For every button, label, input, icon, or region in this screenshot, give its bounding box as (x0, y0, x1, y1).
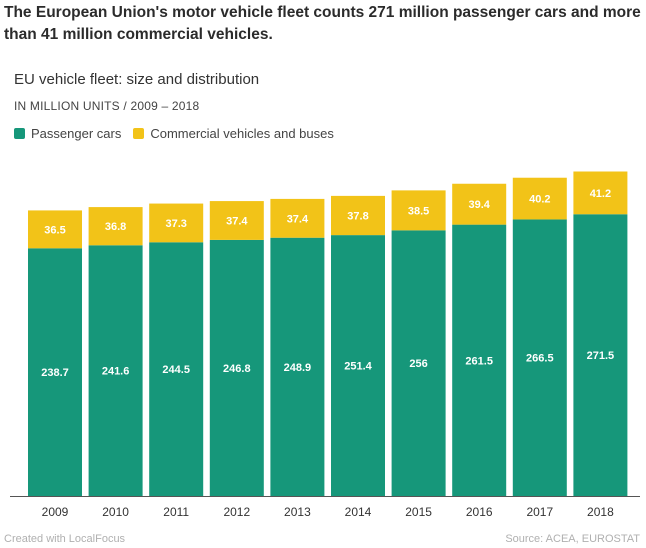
data-label-passenger-cars-2010: 241.6 (102, 366, 130, 378)
bar-commercial-vehicles-2015 (391, 190, 446, 231)
x-tick-label-2010: 2010 (102, 505, 129, 519)
data-label-passenger-cars-2012: 246.8 (223, 363, 251, 375)
data-label-commercial-vehicles-2011: 37.3 (165, 218, 186, 230)
chart-title: EU vehicle fleet: size and distribution (14, 71, 260, 88)
bar-commercial-vehicles-2017 (512, 177, 567, 220)
x-tick-label-2017: 2017 (526, 505, 553, 519)
data-label-passenger-cars-2015: 256 (409, 358, 427, 370)
x-tick-label-2011: 2011 (163, 505, 189, 519)
data-label-passenger-cars-2009: 238.7 (41, 367, 69, 379)
bar-commercial-vehicles-2016 (452, 183, 507, 225)
x-tick-label-2012: 2012 (223, 505, 250, 519)
chart-subtitle: IN MILLION UNITS / 2009 – 2018 (14, 99, 200, 113)
data-label-commercial-vehicles-2015: 38.5 (408, 205, 429, 217)
x-tick-label-2015: 2015 (405, 505, 432, 519)
data-label-passenger-cars-2014: 251.4 (344, 361, 372, 373)
data-label-passenger-cars-2018: 271.5 (587, 350, 615, 362)
data-label-commercial-vehicles-2018: 41.2 (590, 188, 611, 200)
bar-passenger-cars-2017 (512, 219, 567, 496)
x-tick-label-2013: 2013 (284, 505, 311, 519)
bar-commercial-vehicles-2009 (28, 210, 82, 249)
data-label-commercial-vehicles-2009: 36.5 (44, 224, 65, 236)
data-label-commercial-vehicles-2010: 36.8 (105, 221, 126, 233)
legend-label-passenger-cars: Passenger cars (31, 126, 122, 141)
data-label-passenger-cars-2017: 266.5 (526, 353, 554, 365)
legend: Passenger cars Commercial vehicles and b… (14, 126, 346, 141)
bar-commercial-vehicles-2010 (88, 207, 143, 246)
bar-passenger-cars-2012 (209, 239, 264, 497)
bar-passenger-cars-2011 (149, 242, 204, 496)
legend-swatch-commercial-vehicles (133, 128, 145, 139)
x-tick-label-2016: 2016 (466, 505, 493, 519)
data-label-commercial-vehicles-2016: 39.4 (468, 199, 490, 211)
footer-credit: Created with LocalFocus (4, 533, 126, 545)
legend-label-commercial-vehicles: Commercial vehicles and buses (150, 126, 334, 141)
data-label-commercial-vehicles-2013: 37.4 (287, 213, 309, 225)
data-label-commercial-vehicles-2017: 40.2 (529, 194, 550, 206)
data-label-commercial-vehicles-2014: 37.8 (347, 211, 368, 223)
data-label-commercial-vehicles-2012: 37.4 (226, 215, 248, 227)
legend-item-commercial-vehicles: Commercial vehicles and buses (133, 126, 334, 141)
bar-commercial-vehicles-2018 (573, 171, 628, 215)
bar-commercial-vehicles-2014 (331, 195, 385, 236)
bar-passenger-cars-2016 (452, 224, 507, 496)
bar-commercial-vehicles-2012 (209, 201, 264, 240)
bar-passenger-cars-2013 (270, 237, 325, 496)
legend-item-passenger-cars: Passenger cars (14, 126, 121, 141)
headline: The European Union's motor vehicle fleet… (4, 4, 641, 43)
footer-source: Source: ACEA, EUROSTAT (505, 533, 640, 545)
x-tick-label-2018: 2018 (587, 505, 614, 519)
bar-passenger-cars-2018 (573, 214, 628, 497)
bar-passenger-cars-2009 (28, 248, 82, 496)
x-tick-label-2014: 2014 (345, 505, 372, 519)
x-tick-label-2009: 2009 (42, 505, 69, 519)
bar-passenger-cars-2015 (391, 230, 446, 496)
legend-swatch-passenger-cars (14, 128, 25, 139)
bar-passenger-cars-2014 (331, 235, 385, 496)
data-label-passenger-cars-2016: 261.5 (465, 355, 493, 367)
data-label-passenger-cars-2013: 248.9 (284, 362, 312, 374)
bar-commercial-vehicles-2013 (270, 198, 325, 238)
bar-passenger-cars-2010 (88, 245, 143, 496)
bar-commercial-vehicles-2011 (149, 203, 204, 243)
data-label-passenger-cars-2011: 244.5 (162, 364, 190, 376)
